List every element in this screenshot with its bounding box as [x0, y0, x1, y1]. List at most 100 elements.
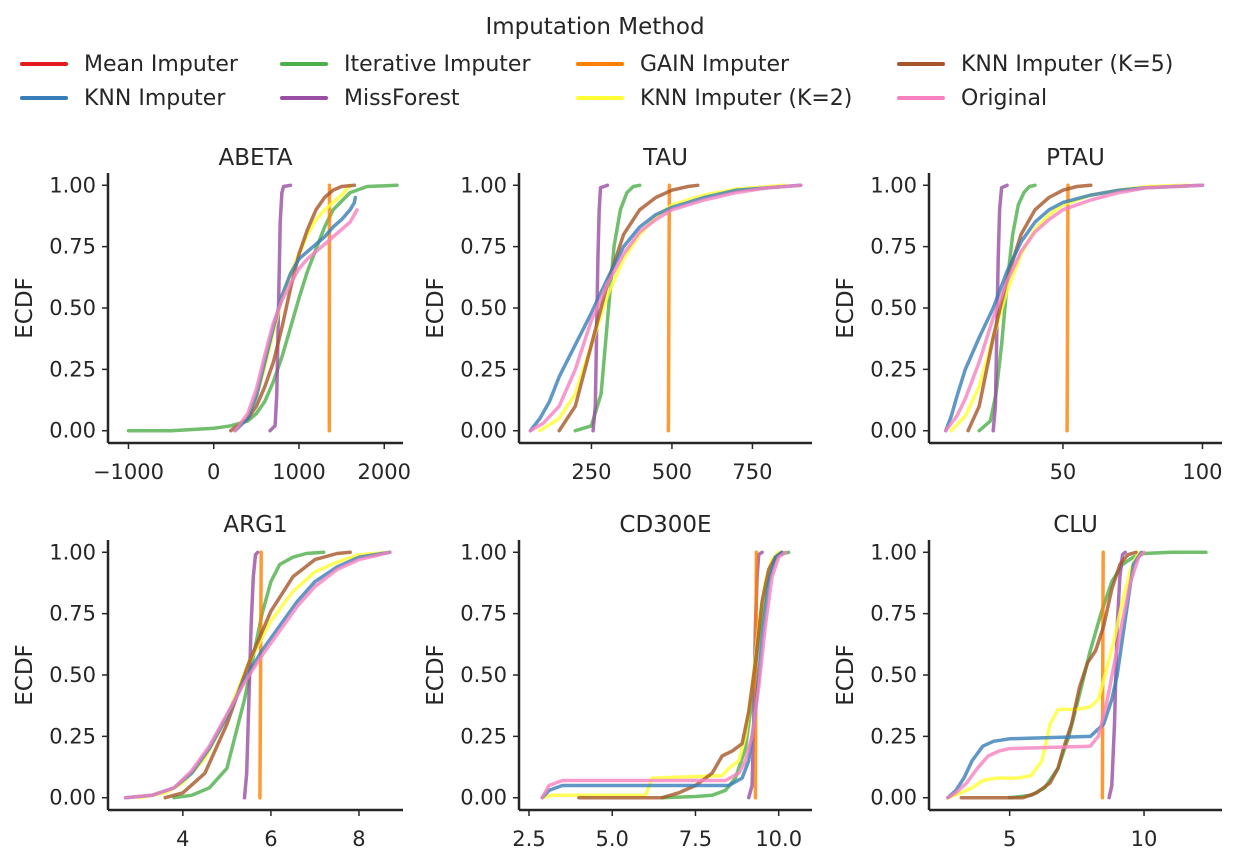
series-line-gain-imputer: [753, 550, 759, 800]
series-line-original: [946, 550, 1146, 800]
legend-item: GAIN Imputer: [576, 50, 789, 78]
series-line-knn-imputer-k-5-: [959, 550, 1138, 800]
series-line-original: [540, 550, 788, 800]
series-line-original: [233, 208, 359, 433]
x-tick-label: 750: [732, 460, 772, 484]
y-tick-label: 0.75: [870, 602, 917, 626]
y-axis-label: ECDF: [833, 277, 859, 339]
subplot-title: PTAU: [1046, 145, 1105, 171]
subplot-title: TAU: [642, 145, 688, 171]
series-line-knn-imputer-k-2-: [233, 183, 352, 433]
legend-swatch: [20, 96, 68, 100]
series-line-gain-imputer: [1100, 550, 1105, 800]
y-tick-label: 1.00: [460, 173, 507, 197]
y-tick-label: 0.25: [460, 357, 507, 381]
y-tick-label: 0.00: [49, 419, 96, 443]
series-line-missforest: [268, 183, 293, 433]
x-tick-label: 50: [1050, 460, 1077, 484]
y-tick-label: 0.00: [870, 786, 917, 810]
series-line-knn-imputer-k-5-: [557, 183, 700, 433]
series-line-missforest: [242, 550, 260, 800]
x-tick-label: 250: [571, 460, 611, 484]
x-tick-label: 6: [264, 827, 277, 851]
x-tick-label: −1000: [93, 460, 164, 484]
y-tick-label: 0.75: [49, 235, 96, 259]
legend-item: Original: [897, 84, 1047, 112]
y-tick-label: 0.25: [49, 724, 96, 748]
legend-item: Mean Imputer: [20, 50, 238, 78]
series-line-knn-imputer: [540, 550, 784, 800]
y-tick-label: 0.50: [870, 296, 917, 320]
subplot-clu: 0.00 0.25 0.50 0.75 1.00 5 10 CLU ECDF: [833, 512, 1222, 851]
x-tick-label: 500: [652, 460, 692, 484]
y-tick-label: 0.00: [870, 419, 917, 443]
x-tick-label: 1000: [272, 460, 325, 484]
legend-label: Mean Imputer: [84, 51, 238, 77]
legend-swatch: [280, 62, 328, 66]
x-tick-label: 2000: [358, 460, 411, 484]
y-tick-label: 0.50: [460, 663, 507, 687]
legend-label: Original: [961, 85, 1048, 111]
series-line-iterative-imputer: [977, 183, 1037, 433]
legend-title: Imputation Method: [485, 14, 705, 40]
subplot-title: ARG1: [223, 512, 287, 538]
series-line-knn-imputer-k-5-: [577, 550, 784, 800]
series-line-iterative-imputer: [126, 183, 399, 433]
y-tick-label: 0.25: [460, 724, 507, 748]
y-tick-label: 0.75: [870, 235, 917, 259]
series-line-knn-imputer-k-2-: [949, 183, 1191, 433]
x-tick-label: 100: [1182, 460, 1222, 484]
series-line-gain-imputer: [258, 550, 263, 800]
y-axis-label: ECDF: [833, 644, 859, 706]
legend-label: KNN Imputer (K=5): [961, 51, 1174, 77]
y-tick-label: 1.00: [49, 540, 96, 564]
legend-label: KNN Imputer: [84, 85, 226, 111]
legend-item: KNN Imputer (K=5): [897, 50, 1173, 78]
legend-label: GAIN Imputer: [640, 51, 790, 77]
y-tick-label: 0.25: [870, 724, 917, 748]
series-line-iterative-imputer: [1007, 550, 1208, 800]
series-line-knn-imputer-k-2-: [538, 183, 787, 433]
y-tick-label: 1.00: [49, 173, 96, 197]
x-tick-label: 7.5: [679, 827, 712, 851]
subplot-title: CLU: [1053, 512, 1098, 538]
subplot-tau: 0.00 0.25 0.50 0.75 1.00 250 500 750 TAU ECDF: [423, 145, 812, 484]
y-tick-label: 0.25: [49, 357, 96, 381]
series-line-knn-imputer: [946, 550, 1144, 800]
subplot-cd300e: 0.00 0.25 0.50 0.75 1.00 2.5 5.0 7.5 10.0 CD300E E…: [423, 512, 812, 851]
y-tick-label: 0.50: [49, 663, 96, 687]
legend-swatch: [897, 62, 945, 66]
series-line-knn-imputer-k-2-: [137, 550, 392, 800]
x-tick-label: 2.5: [512, 827, 545, 851]
subplot-ptau: 0.00 0.25 0.50 0.75 1.00 50 100 PTAU ECDF: [833, 145, 1223, 484]
y-axis-label: ECDF: [423, 644, 449, 706]
legend-item: KNN Imputer: [20, 84, 225, 112]
legend: Imputation Method Mean Imputer KNN Imput…: [0, 0, 1239, 120]
legend-swatch: [897, 96, 945, 100]
legend-item: Iterative Imputer: [280, 50, 531, 78]
series-line-knn-imputer-k-2-: [946, 550, 1141, 800]
series-line-knn-imputer-k-5-: [229, 183, 357, 433]
series-line-original: [943, 183, 1205, 433]
legend-item: MissForest: [280, 84, 460, 112]
series-line-gain-imputer: [1065, 183, 1070, 433]
legend-swatch: [576, 96, 624, 100]
x-tick-label: 5.0: [596, 827, 629, 851]
series-line-knn-imputer-k-5-: [966, 183, 1093, 433]
x-tick-label: 10: [1131, 827, 1158, 851]
legend-label: MissForest: [344, 85, 460, 111]
y-axis-label: ECDF: [423, 277, 449, 339]
series-line-original: [123, 550, 392, 800]
series-line-gain-imputer: [666, 183, 672, 433]
y-tick-label: 0.00: [460, 786, 507, 810]
series-line-knn-imputer-k-5-: [163, 550, 352, 800]
subplot-arg1: 0.00 0.25 0.50 0.75 1.00 4 6 8 ARG1 ECDF: [12, 512, 403, 851]
y-tick-label: 1.00: [870, 173, 917, 197]
y-tick-label: 0.75: [460, 235, 507, 259]
series-line-knn-imputer: [233, 195, 358, 433]
subplot-title: ABETA: [218, 145, 292, 171]
series-line-knn-imputer: [943, 183, 1205, 433]
legend-label: Iterative Imputer: [344, 51, 531, 77]
x-tick-label: 4: [176, 827, 189, 851]
